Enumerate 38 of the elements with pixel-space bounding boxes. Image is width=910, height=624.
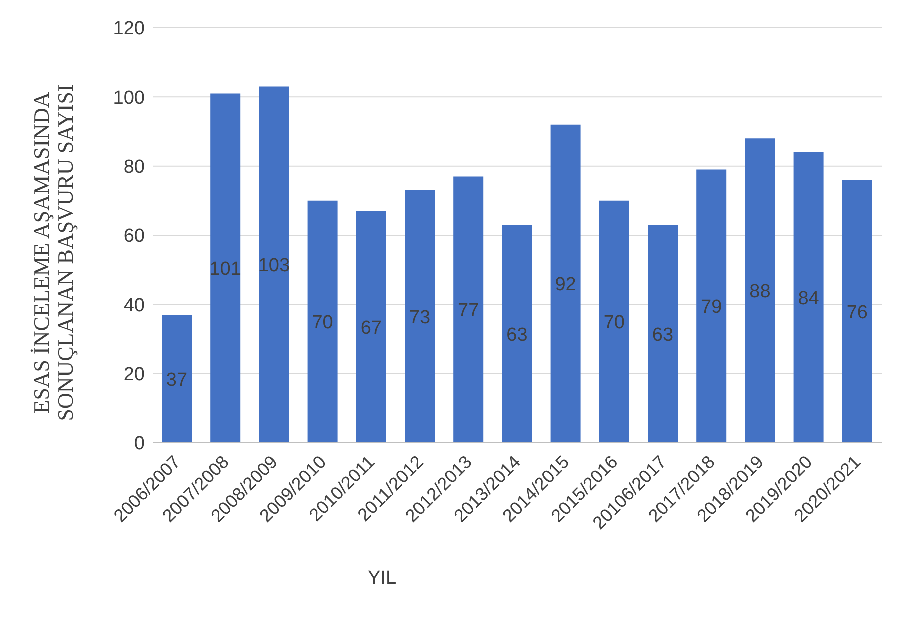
bar (259, 86, 290, 443)
bar (356, 211, 386, 443)
data-label: 67 (360, 318, 382, 339)
bar (550, 124, 581, 443)
bar (794, 152, 824, 443)
y-tick-label: 60 (124, 226, 145, 248)
bar (502, 225, 532, 443)
data-label: 92 (555, 274, 576, 296)
bar (696, 170, 727, 443)
y-tick-label: 20 (124, 364, 145, 386)
data-label: 70 (604, 312, 625, 334)
data-label: 84 (798, 288, 820, 310)
bar (210, 94, 241, 443)
y-tick-label: 40 (124, 295, 145, 316)
bar (599, 200, 630, 443)
data-label: 101 (210, 259, 242, 280)
bar (842, 180, 872, 443)
bar (648, 225, 678, 443)
y-tick-label: 100 (113, 88, 145, 109)
bar (308, 200, 338, 443)
bar (405, 190, 435, 443)
data-label: 70 (312, 312, 334, 334)
y-tick-label: 80 (124, 157, 145, 178)
y-tick-label: 120 (113, 18, 145, 40)
data-label: 77 (458, 300, 480, 322)
data-label: 73 (409, 308, 431, 329)
x-axis-title: YIL (368, 568, 397, 590)
bar (162, 315, 192, 443)
data-label: 88 (750, 282, 771, 303)
data-label: 63 (506, 324, 528, 346)
y-tick-label: 0 (134, 434, 145, 455)
bar (745, 138, 776, 443)
data-label: 76 (846, 302, 868, 324)
y-axis-title: ESAS İNCELEME AŞAMASINDA SONUÇLANAN BAŞVURU SAYISI (29, 84, 79, 424)
data-label: 63 (652, 324, 674, 346)
data-label: 79 (701, 297, 722, 318)
data-label: 37 (166, 370, 188, 391)
bar (454, 176, 484, 443)
